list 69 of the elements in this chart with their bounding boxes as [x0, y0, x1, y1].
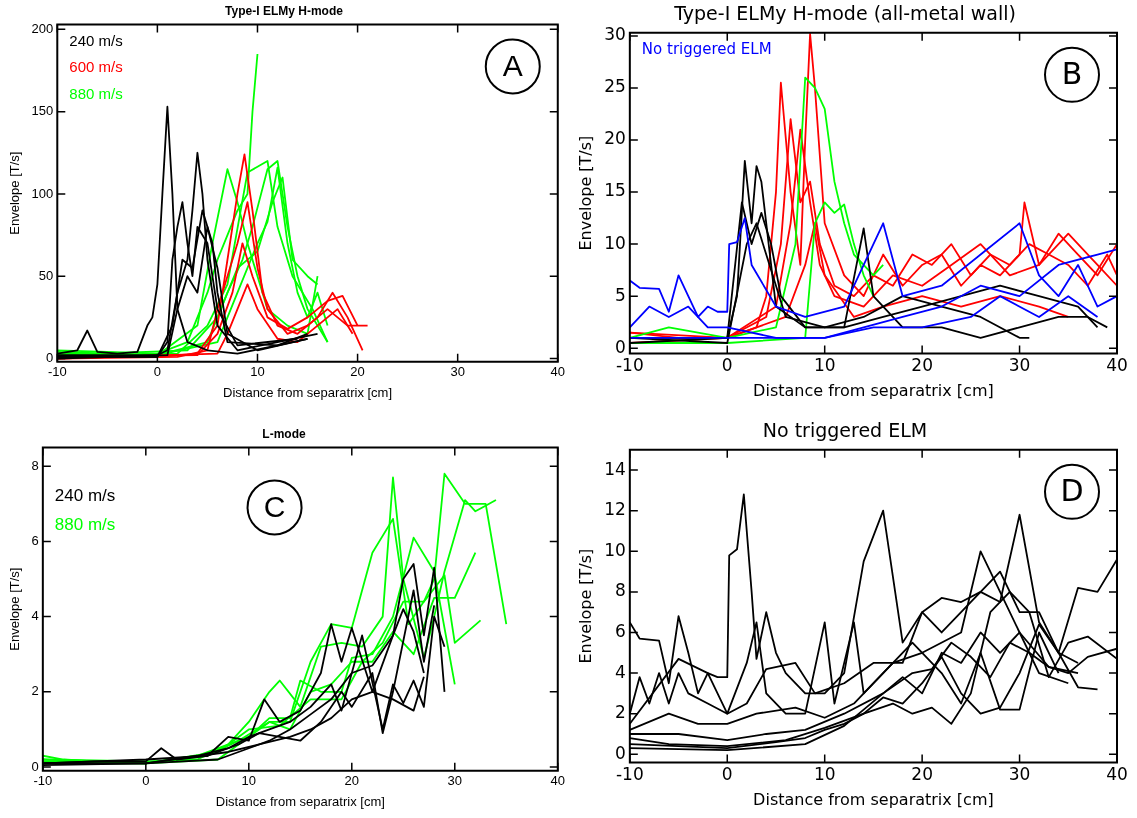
- text: No triggered ELM: [641, 40, 772, 59]
- x-tick-label: 10: [813, 764, 836, 785]
- x-tick-label: 30: [447, 773, 463, 789]
- x-axis-title: Distance from separatrix [cm]: [753, 789, 994, 809]
- x-axis-title: Distance from separatrix [cm]: [215, 793, 385, 809]
- annotation: D: [1060, 472, 1084, 508]
- x-axis-title: Distance from separatrix [cm]: [223, 384, 393, 400]
- y-tick-label: 150: [31, 103, 54, 119]
- legend-label: 240 m/s: [69, 32, 123, 50]
- x-tick-label: 0: [153, 364, 161, 380]
- y-tick-label: 12: [604, 499, 626, 520]
- y-tick-label: 8: [31, 457, 39, 473]
- y-axis-title: Envelope [T/s]: [7, 567, 23, 651]
- x-tick-label: 30: [1008, 764, 1031, 785]
- x-tick-label: 20: [911, 764, 933, 785]
- y-tick-label: 6: [31, 532, 39, 548]
- x-tick-label: -10: [615, 355, 644, 376]
- annotation: B: [1061, 55, 1083, 91]
- x-tick-label: 40: [1106, 355, 1128, 376]
- y-tick-label: 5: [615, 284, 626, 305]
- text: 600 m/s: [69, 58, 123, 76]
- x-tick-label: 0: [142, 773, 150, 789]
- y-tick-label: 200: [31, 20, 54, 36]
- chart-title: Type-I ELMy H-mode: [225, 3, 344, 18]
- y-tick-label: 10: [604, 539, 626, 560]
- y-tick-label: 0: [615, 336, 626, 357]
- annotation: C: [263, 489, 286, 523]
- x-tick-label: 0: [721, 355, 733, 376]
- x-tick-label: 20: [350, 364, 365, 380]
- y-tick-label: 50: [38, 267, 54, 283]
- x-tick-label: 20: [911, 355, 933, 376]
- y-tick-label: 8: [615, 580, 626, 601]
- y-tick-label: 20: [604, 128, 626, 149]
- y-tick-label: 10: [604, 232, 626, 253]
- y-tick-label: 14: [604, 458, 626, 479]
- x-tick-label: 10: [813, 355, 836, 376]
- y-axis-title: Envelope [T/s]: [575, 548, 595, 664]
- x-tick-label: -10: [47, 364, 67, 380]
- x-tick-label: 10: [241, 773, 257, 789]
- x-tick-label: 40: [1106, 764, 1128, 785]
- y-tick-label: 0: [615, 742, 626, 763]
- x-tick-label: 40: [550, 364, 565, 380]
- x-tick-label: -10: [615, 764, 644, 785]
- y-axis-title: Envelope [T/s]: [7, 151, 23, 235]
- chart-title: Type-I ELMy H-mode (all-metal wall): [673, 2, 1016, 25]
- y-tick-label: 15: [604, 180, 626, 201]
- x-tick-label: 10: [250, 364, 265, 380]
- y-tick-label: 4: [31, 608, 39, 624]
- chart-title: No triggered ELM: [762, 419, 928, 442]
- text: 880 m/s: [54, 515, 116, 535]
- y-tick-label: 100: [31, 185, 54, 201]
- y-tick-label: 30: [604, 24, 626, 45]
- text: 240 m/s: [54, 485, 116, 505]
- x-tick-label: -10: [33, 773, 53, 789]
- x-axis-title: Distance from separatrix [cm]: [753, 380, 994, 400]
- y-axis-title: Envelope [T/s]: [575, 135, 595, 251]
- x-tick-label: 40: [550, 773, 565, 789]
- x-tick-label: 0: [721, 764, 733, 785]
- y-tick-label: 2: [615, 702, 626, 723]
- x-tick-label: 20: [344, 773, 360, 789]
- annotation: A: [502, 48, 523, 82]
- y-tick-label: 2: [31, 683, 39, 699]
- y-tick-label: 25: [604, 76, 626, 97]
- y-tick-label: 6: [615, 620, 626, 641]
- x-tick-label: 30: [450, 364, 465, 380]
- x-tick-label: 30: [1008, 355, 1031, 376]
- y-tick-label: 4: [615, 661, 626, 682]
- text: 880 m/s: [69, 84, 123, 102]
- chart-title: L-mode: [262, 426, 306, 441]
